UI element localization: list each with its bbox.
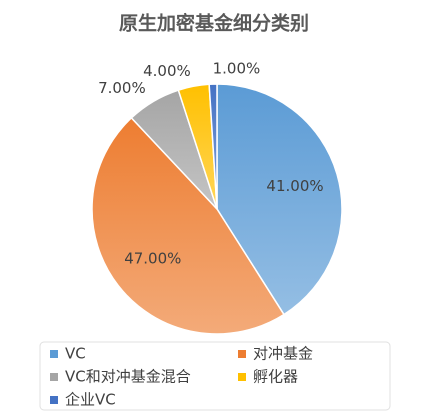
legend-swatch xyxy=(50,373,58,381)
data-label: 41.00% xyxy=(266,177,323,195)
legend-label: 孵化器 xyxy=(253,368,298,386)
legend-box xyxy=(39,341,391,411)
legend-label: 企业VC xyxy=(65,391,116,409)
pie-slice xyxy=(208,83,218,210)
legend-label: 对冲基金 xyxy=(253,345,313,363)
legend-swatch xyxy=(238,350,246,358)
data-label: 4.00% xyxy=(143,62,191,80)
data-label: 47.00% xyxy=(124,249,181,267)
pie-slice xyxy=(91,116,286,335)
legend-label: VC和对冲基金混合 xyxy=(65,368,191,386)
chart-title: 原生加密基金细分类别 xyxy=(119,12,309,35)
data-label: 7.00% xyxy=(98,79,146,97)
legend-swatch xyxy=(50,350,58,358)
legend-swatch xyxy=(50,396,58,404)
legend-label: VC xyxy=(65,345,86,363)
legend-swatch xyxy=(238,373,246,381)
data-label: 1.00% xyxy=(213,60,261,78)
